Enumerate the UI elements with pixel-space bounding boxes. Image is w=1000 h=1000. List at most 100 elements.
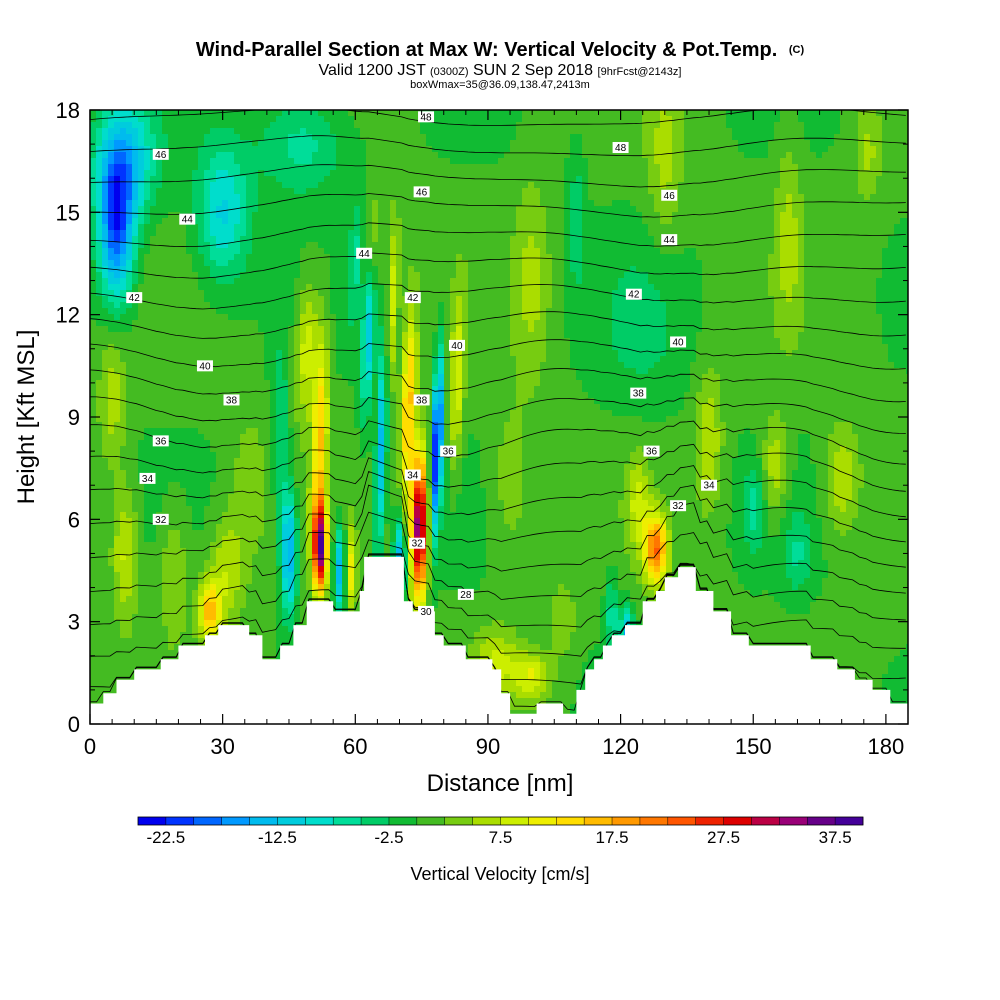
velocity-cell	[582, 284, 589, 291]
velocity-cell	[342, 116, 349, 123]
velocity-cell	[360, 218, 367, 225]
velocity-cell	[330, 248, 337, 255]
velocity-cell	[654, 284, 661, 291]
velocity-cell	[690, 176, 697, 183]
velocity-cell	[654, 158, 661, 165]
velocity-cell	[804, 182, 811, 189]
velocity-cell	[738, 212, 745, 219]
velocity-cell	[144, 140, 151, 147]
velocity-cell	[144, 206, 151, 213]
velocity-cell	[144, 284, 151, 291]
velocity-cell	[228, 158, 235, 165]
velocity-cell	[678, 302, 685, 309]
velocity-cell	[156, 110, 163, 117]
velocity-cell	[888, 242, 895, 249]
velocity-cell	[654, 122, 661, 129]
velocity-cell	[342, 314, 349, 321]
velocity-cell	[582, 254, 589, 261]
velocity-cell	[492, 158, 499, 165]
velocity-cell	[252, 290, 259, 297]
velocity-cell	[138, 278, 145, 285]
velocity-cell	[372, 224, 379, 231]
velocity-cell	[462, 194, 469, 201]
velocity-cell	[492, 134, 499, 141]
velocity-cell	[678, 200, 685, 207]
velocity-cell	[600, 272, 607, 279]
velocity-cell	[534, 320, 541, 327]
velocity-cell	[546, 290, 553, 297]
velocity-cell	[798, 308, 805, 315]
velocity-cell	[378, 140, 385, 147]
velocity-cell	[120, 248, 127, 255]
velocity-cell	[528, 152, 535, 159]
velocity-cell	[108, 272, 115, 279]
velocity-cell	[324, 326, 331, 333]
velocity-cell	[282, 290, 289, 297]
velocity-cell	[252, 266, 259, 273]
velocity-cell	[744, 116, 751, 123]
velocity-cell	[504, 146, 511, 153]
velocity-cell	[126, 260, 133, 267]
velocity-cell	[732, 236, 739, 243]
velocity-cell	[348, 218, 355, 225]
velocity-cell	[852, 230, 859, 237]
velocity-cell	[612, 308, 619, 315]
velocity-cell	[642, 194, 649, 201]
velocity-cell	[900, 242, 907, 249]
velocity-cell	[546, 146, 553, 153]
velocity-cell	[354, 296, 361, 303]
velocity-cell	[888, 302, 895, 309]
velocity-cell	[96, 278, 103, 285]
velocity-cell	[528, 176, 535, 183]
velocity-cell	[450, 266, 457, 273]
velocity-cell	[318, 308, 325, 315]
velocity-cell	[792, 194, 799, 201]
velocity-cell	[546, 158, 553, 165]
velocity-cell	[672, 296, 679, 303]
velocity-cell	[834, 170, 841, 177]
velocity-cell	[114, 110, 121, 117]
velocity-cell	[330, 302, 337, 309]
velocity-cell	[450, 314, 457, 321]
velocity-cell	[888, 182, 895, 189]
velocity-cell	[90, 260, 97, 267]
velocity-cell	[720, 206, 727, 213]
velocity-cell	[450, 236, 457, 243]
velocity-cell	[744, 236, 751, 243]
velocity-cell	[312, 128, 319, 135]
velocity-cell	[384, 134, 391, 141]
velocity-cell	[588, 128, 595, 135]
velocity-cell	[870, 236, 877, 243]
velocity-cell	[684, 218, 691, 225]
velocity-cell	[294, 176, 301, 183]
velocity-cell	[708, 212, 715, 219]
velocity-cell	[636, 260, 643, 267]
velocity-cell	[438, 206, 445, 213]
velocity-cell	[222, 248, 229, 255]
velocity-cell	[156, 194, 163, 201]
velocity-cell	[630, 272, 637, 279]
velocity-cell	[678, 194, 685, 201]
velocity-cell	[744, 182, 751, 189]
velocity-cell	[816, 152, 823, 159]
velocity-cell	[324, 302, 331, 309]
velocity-cell	[264, 230, 271, 237]
velocity-cell	[462, 302, 469, 309]
velocity-cell	[696, 176, 703, 183]
velocity-cell	[714, 134, 721, 141]
velocity-cell	[228, 230, 235, 237]
velocity-cell	[714, 146, 721, 153]
velocity-cell	[372, 116, 379, 123]
velocity-cell	[234, 242, 241, 249]
velocity-cell	[612, 290, 619, 297]
velocity-cell	[558, 200, 565, 207]
velocity-cell	[246, 236, 253, 243]
velocity-cell	[516, 164, 523, 171]
velocity-cell	[630, 158, 637, 165]
velocity-cell	[222, 194, 229, 201]
velocity-cell	[696, 224, 703, 231]
velocity-cell	[192, 236, 199, 243]
velocity-cell	[324, 176, 331, 183]
velocity-cell	[588, 212, 595, 219]
velocity-cell	[330, 326, 337, 333]
